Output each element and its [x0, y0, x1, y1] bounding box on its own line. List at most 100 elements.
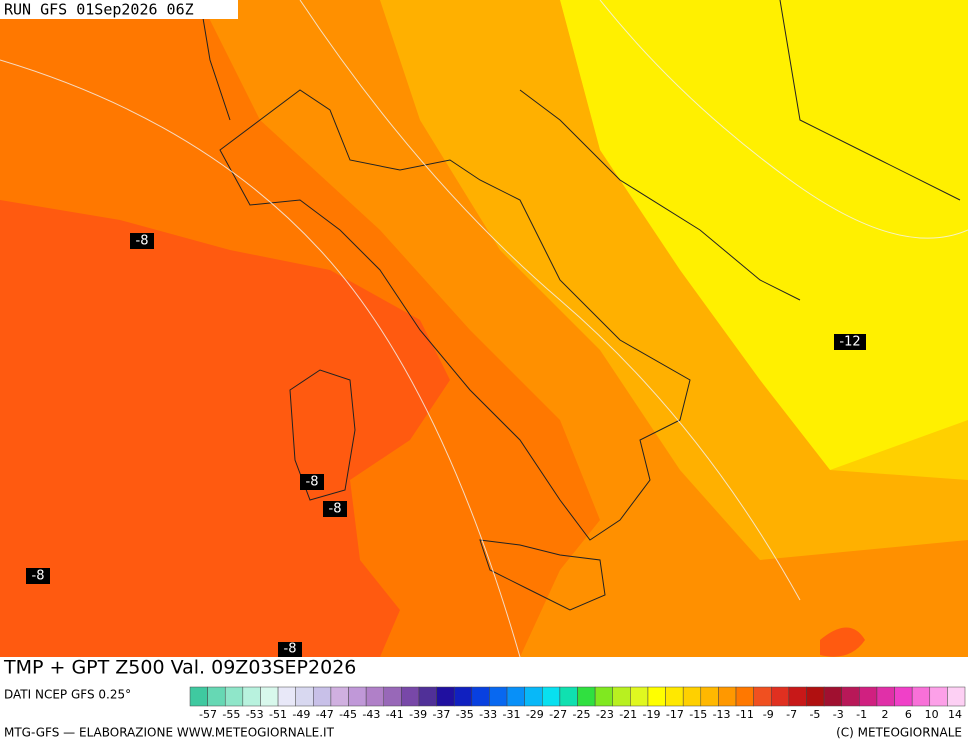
scale-swatch	[383, 686, 402, 707]
scale-swatch	[771, 686, 790, 707]
scale-swatch	[418, 686, 437, 707]
scale-label: -43	[362, 708, 380, 721]
scale-swatch	[665, 686, 684, 707]
contour-label: -8	[329, 502, 342, 517]
scale-swatch	[682, 686, 702, 707]
contour-labels: -8 -8 -8 -8 -8 -12	[26, 233, 866, 657]
scale-swatch	[718, 686, 737, 707]
scale-swatch	[348, 686, 367, 707]
scale-swatch	[700, 686, 719, 707]
scale-swatch	[242, 686, 261, 707]
scale-swatch	[876, 686, 895, 707]
scale-swatch	[947, 686, 966, 707]
scale-swatch	[894, 686, 913, 707]
scale-swatch	[313, 686, 332, 707]
scale-label: 14	[948, 708, 962, 721]
scale-swatch	[841, 686, 860, 707]
scale-swatch	[506, 686, 525, 707]
run-label: RUN GFS 01Sep2026 06Z	[4, 1, 194, 19]
header-box	[0, 0, 238, 19]
contour-label: -8	[136, 234, 149, 249]
region-red	[820, 627, 865, 657]
scale-label: -17	[666, 708, 684, 721]
scale-swatch	[612, 686, 631, 707]
scale-label: -31	[502, 708, 520, 721]
scale-label: -47	[316, 708, 334, 721]
scale-swatch	[911, 686, 931, 707]
color-scale: -57 -55 -53 -51 -49 -47 -45 -43 -41 -39 -37 -35 -33-…	[189, 686, 966, 721]
scale-label: -25	[573, 708, 591, 721]
scale-swatch	[735, 686, 754, 707]
scale-swatch	[594, 686, 613, 707]
scale-label: -45	[339, 708, 357, 721]
scale-label: -23	[596, 708, 614, 721]
scale-swatch	[224, 686, 244, 707]
scale-swatch	[453, 686, 473, 707]
scale-label: -11	[736, 708, 754, 721]
scale-swatch	[559, 686, 578, 707]
scale-label: -9	[763, 708, 774, 721]
scale-swatch	[823, 686, 842, 707]
footer-right: (C) METEOGIORNALE	[836, 726, 962, 740]
scale-label: -57	[199, 708, 217, 721]
scale-swatch	[436, 686, 455, 707]
scale-swatch	[295, 686, 314, 707]
scale-label: -35	[456, 708, 474, 721]
contour-label: -8	[284, 642, 297, 657]
contour-label-box	[300, 474, 324, 490]
scale-swatch	[859, 686, 878, 707]
scale-swatch	[471, 686, 490, 707]
scale-label: -3	[833, 708, 844, 721]
scale-label: -37	[432, 708, 450, 721]
scale-swatch	[929, 686, 948, 707]
scale-swatch	[524, 686, 543, 707]
scale-label: -7	[786, 708, 797, 721]
contour-label-box	[26, 568, 50, 584]
map-title: TMP + GPT Z500 Val. 09Z03SEP2026	[3, 657, 356, 679]
scale-label: -13	[713, 708, 731, 721]
coastlines	[199, 0, 961, 611]
contour-label: -12	[839, 335, 860, 350]
scale-swatch	[647, 686, 666, 707]
region-red	[0, 200, 450, 657]
contour-label: -8	[32, 569, 45, 584]
scale-swatch	[753, 686, 772, 707]
scale-label: -49	[292, 708, 310, 721]
contour-label-box	[130, 233, 154, 249]
scale-label: -15	[689, 708, 707, 721]
scale-swatch	[207, 686, 226, 707]
scale-swatch	[401, 686, 420, 707]
scale-label: -53	[246, 708, 264, 721]
scale-swatch	[630, 686, 649, 707]
scale-swatch	[542, 686, 561, 707]
scale-swatch	[277, 686, 296, 707]
scale-label: 2	[881, 708, 888, 721]
scale-swatch	[806, 686, 825, 707]
scale-label: -21	[619, 708, 637, 721]
scale-swatch	[365, 686, 384, 707]
scale-swatch	[788, 686, 807, 707]
contour-label-box	[323, 501, 347, 517]
scale-label: -39	[409, 708, 427, 721]
source-label: DATI NCEP GFS 0.25°	[4, 688, 131, 702]
scale-label: -19	[643, 708, 661, 721]
scale-swatch	[577, 686, 596, 707]
geopotential-lines	[0, 0, 968, 658]
contour-label: -8	[306, 475, 319, 490]
scale-label: -41	[386, 708, 404, 721]
scale-label: 6	[905, 708, 912, 721]
scale-label: -29	[526, 708, 544, 721]
contour-label-box	[834, 334, 866, 350]
scale-swatch	[489, 686, 508, 707]
scale-label: -55	[222, 708, 240, 721]
scale-label: -51	[269, 708, 287, 721]
scale-swatch	[330, 686, 349, 707]
scale-label: -27	[549, 708, 567, 721]
contour-label-box	[278, 642, 302, 657]
region-yellow	[560, 0, 968, 470]
footer-left: MTG-GFS — ELABORAZIONE WWW.METEOGIORNALE…	[4, 726, 335, 740]
scale-swatch	[189, 686, 208, 707]
scale-label: -33	[479, 708, 497, 721]
scale-label: 10	[925, 708, 939, 721]
